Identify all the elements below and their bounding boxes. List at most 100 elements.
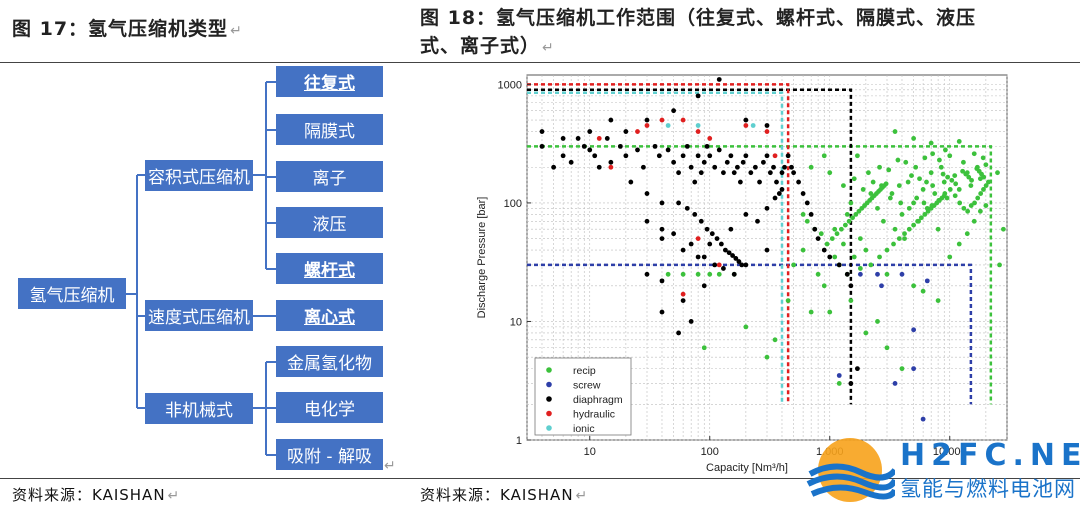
data-point-recip bbox=[911, 222, 917, 228]
tree-leaf: 螺杆式 bbox=[276, 253, 383, 284]
tree-connector bbox=[265, 81, 267, 269]
x-tick-label: 10 bbox=[584, 446, 596, 458]
data-point-diaphragm bbox=[716, 77, 722, 82]
data-point-diaphragm bbox=[596, 164, 602, 170]
data-point-recip bbox=[918, 215, 924, 221]
data-point-diaphragm bbox=[659, 236, 665, 242]
data-point-diaphragm bbox=[560, 153, 566, 159]
data-point-diaphragm bbox=[771, 164, 776, 170]
legend-label: ionic bbox=[573, 423, 595, 435]
data-point-recip bbox=[808, 309, 814, 315]
data-point-diaphragm bbox=[641, 164, 646, 170]
data-point-recip bbox=[680, 271, 686, 277]
tree-branch: 非机械式 bbox=[145, 392, 253, 424]
data-point-diaphragm bbox=[623, 153, 629, 159]
tree-connector bbox=[266, 314, 276, 317]
data-point-hydraulic bbox=[635, 129, 640, 134]
legend-label: hydraulic bbox=[573, 409, 615, 421]
data-point-recip bbox=[887, 195, 893, 201]
tree-connector bbox=[137, 314, 145, 317]
x-tick-label: 100 bbox=[701, 446, 719, 458]
data-point-recip bbox=[920, 187, 926, 192]
data-point-diaphragm bbox=[767, 170, 773, 176]
source-right-text: 资料来源：KAISHAN bbox=[420, 486, 574, 504]
data-point-recip bbox=[969, 177, 974, 183]
data-point-recip bbox=[875, 205, 880, 211]
data-point-diaphragm bbox=[688, 241, 694, 247]
data-point-recip bbox=[971, 218, 977, 224]
data-point-recip bbox=[972, 200, 977, 206]
data-point-diaphragm bbox=[804, 200, 810, 206]
data-point-hydraulic bbox=[695, 129, 701, 134]
data-point-diaphragm bbox=[730, 253, 735, 258]
data-point-recip bbox=[877, 254, 882, 260]
data-point-diaphragm bbox=[680, 247, 686, 253]
data-point-recip bbox=[957, 200, 963, 206]
data-point-recip bbox=[707, 271, 713, 277]
data-point-recip bbox=[846, 218, 852, 224]
data-point-recip bbox=[968, 183, 974, 189]
data-point-diaphragm bbox=[779, 170, 785, 176]
data-point-recip bbox=[917, 176, 922, 182]
data-point-diaphragm bbox=[731, 170, 737, 176]
data-point-recip bbox=[925, 208, 931, 214]
data-point-recip bbox=[886, 167, 892, 173]
data-point-recip bbox=[922, 212, 928, 217]
tree-connector bbox=[253, 407, 266, 409]
data-point-diaphragm bbox=[716, 147, 722, 153]
data-point-recip bbox=[896, 236, 902, 242]
data-point-recip bbox=[800, 247, 806, 253]
data-point-diaphragm bbox=[848, 381, 854, 386]
right-figure-title: 图 18：氢气压缩机工作范围（往复式、螺杆式、隔膜式、液压 式、离子式） ↵ bbox=[420, 4, 976, 62]
data-point-recip bbox=[838, 226, 844, 232]
data-point-recip bbox=[868, 262, 874, 268]
data-point-ionic bbox=[750, 123, 756, 128]
data-point-screw bbox=[836, 373, 842, 378]
data-point-recip bbox=[941, 193, 947, 199]
data-point-diaphragm bbox=[604, 136, 610, 141]
tree-leaf: 金属氢化物 bbox=[276, 346, 383, 377]
data-point-diaphragm bbox=[714, 236, 720, 242]
return-mark: ↵ bbox=[542, 40, 555, 56]
data-point-recip bbox=[716, 271, 722, 277]
data-point-recip bbox=[829, 236, 835, 242]
data-point-recip bbox=[772, 337, 778, 343]
data-point-diaphragm bbox=[575, 136, 581, 141]
data-point-recip bbox=[983, 183, 989, 189]
data-point-diaphragm bbox=[772, 195, 778, 201]
data-point-diaphragm bbox=[743, 153, 749, 159]
data-point-diaphragm bbox=[659, 309, 665, 315]
legend-marker-screw bbox=[546, 381, 552, 388]
tree-connector bbox=[266, 175, 276, 178]
data-point-recip bbox=[841, 241, 846, 247]
data-point-diaphragm bbox=[568, 159, 574, 165]
data-point-recip bbox=[911, 200, 917, 206]
envelope-screw bbox=[527, 263, 973, 405]
data-point-recip bbox=[764, 354, 770, 360]
legend-marker-recip bbox=[546, 367, 552, 373]
tree-connector bbox=[266, 267, 276, 270]
data-point-recip bbox=[875, 319, 880, 324]
data-point-recip bbox=[922, 155, 928, 161]
data-point-recip bbox=[866, 170, 871, 176]
data-point-recip bbox=[960, 168, 966, 174]
data-point-hydraulic bbox=[743, 123, 749, 128]
tree-connector bbox=[137, 174, 145, 176]
data-point-recip bbox=[898, 200, 904, 206]
data-point-diaphragm bbox=[617, 143, 623, 149]
data-point-diaphragm bbox=[739, 262, 745, 268]
data-point-diaphragm bbox=[659, 226, 665, 232]
data-point-recip bbox=[800, 212, 806, 217]
data-point-diaphragm bbox=[701, 254, 707, 260]
data-point-recip bbox=[895, 157, 901, 163]
data-point-diaphragm bbox=[774, 179, 779, 185]
tree-connector bbox=[266, 80, 276, 83]
data-point-recip bbox=[940, 171, 946, 177]
data-point-diaphragm bbox=[581, 143, 587, 149]
tree-leaf: 离心式 bbox=[276, 300, 383, 331]
data-point-recip bbox=[827, 170, 833, 176]
y-axis-label: Discharge Pressure [bar] bbox=[476, 197, 488, 319]
data-point-diaphragm bbox=[671, 231, 677, 237]
data-point-diaphragm bbox=[692, 212, 698, 217]
data-point-diaphragm bbox=[551, 164, 557, 170]
